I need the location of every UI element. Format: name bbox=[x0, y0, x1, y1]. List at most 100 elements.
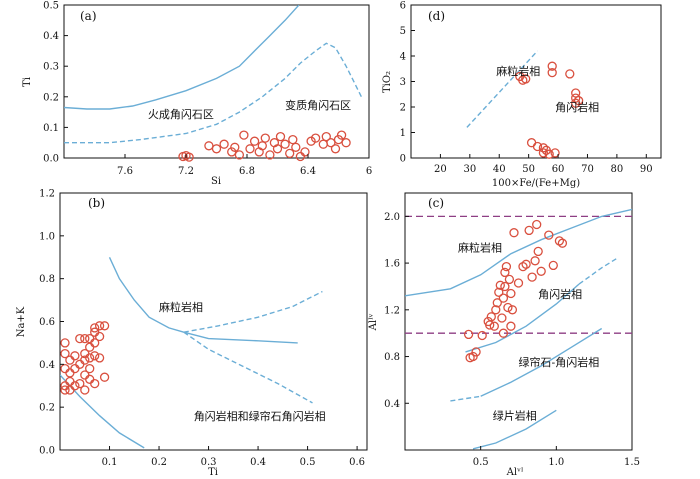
panel-c-point-20 bbox=[507, 305, 518, 315]
panel-a-point-8 bbox=[239, 130, 249, 140]
panel-a-point-3 bbox=[204, 141, 214, 151]
panel-c-point-4 bbox=[477, 330, 487, 341]
panel-c-point-14 bbox=[500, 281, 510, 292]
panel-c-label: (c) bbox=[428, 196, 444, 210]
panel-c-point-16 bbox=[501, 261, 512, 272]
panel-c-point-19 bbox=[506, 288, 516, 299]
panel-b-point-33 bbox=[65, 368, 75, 378]
panel-a-ylabel: Ti bbox=[22, 77, 33, 87]
panel-c-curve-0 bbox=[405, 208, 632, 297]
panel-a-ytick-label-2: 0.2 bbox=[43, 92, 59, 103]
panel-a-point-27 bbox=[321, 131, 331, 142]
panel-a-point-16 bbox=[272, 144, 283, 154]
panel-c-point-28 bbox=[532, 219, 542, 230]
panel-b-point-18 bbox=[85, 353, 95, 363]
panel-c-ytick-label-0: 0.4 bbox=[384, 399, 400, 410]
panel-c-curve-2 bbox=[578, 257, 618, 285]
panel-b-point-28 bbox=[99, 321, 110, 331]
panel-d-xtick-label-0: 20 bbox=[434, 164, 447, 175]
panel-c-ytick-label-3: 1.6 bbox=[384, 259, 400, 270]
panel-a-point-18 bbox=[280, 139, 290, 149]
panel-c-point-0 bbox=[463, 329, 474, 340]
panel-d-ylabel: TiO₂ bbox=[382, 71, 393, 93]
panel-c-point-27 bbox=[530, 256, 540, 266]
panel-a-frame bbox=[63, 4, 370, 159]
panel-d-label: (d) bbox=[428, 9, 445, 23]
panel-b-ytick-label-1: 0.2 bbox=[39, 403, 55, 414]
panel-a-ytick-label-5: 0.5 bbox=[43, 1, 59, 12]
panel-a-curve-1 bbox=[64, 42, 363, 144]
panel-b-point-31 bbox=[80, 385, 90, 395]
panel-a-point-29 bbox=[330, 144, 341, 154]
panel-a-xtick-label-4: 6 bbox=[366, 166, 372, 177]
panel-d-ytick-label-6: 6 bbox=[400, 1, 406, 12]
panel-c-point-26 bbox=[527, 272, 537, 282]
panel-d-frame bbox=[410, 4, 662, 159]
panel-c-region-label-3: 绿片岩相 bbox=[493, 409, 537, 423]
panel-d-region-label-1: 角闪岩相 bbox=[555, 100, 599, 114]
panel-c-point-13 bbox=[498, 293, 509, 303]
panel-c-curve-4 bbox=[480, 327, 603, 397]
panel-d-point-2 bbox=[521, 74, 531, 84]
panel-b-xtick-label-3: 0.4 bbox=[250, 457, 266, 468]
panel-b-curve-3 bbox=[183, 290, 323, 333]
panel-b-point-34 bbox=[90, 378, 100, 389]
panel-d-xtick-label-3: 50 bbox=[522, 164, 535, 175]
panel-b-point-26 bbox=[94, 331, 105, 342]
panel-a-xtick-label-2: 6.8 bbox=[239, 166, 255, 177]
panel-d-point-4 bbox=[547, 67, 557, 78]
panel-a-point-2 bbox=[184, 152, 194, 162]
panel-c-point-32 bbox=[548, 260, 558, 271]
panel-a-point-28 bbox=[326, 138, 336, 148]
panel-d-point-16 bbox=[573, 95, 584, 106]
panel-a-ytick-label-4: 0.4 bbox=[43, 31, 59, 42]
panel-a-xtick-label-1: 7.2 bbox=[178, 166, 194, 177]
panel-c-point-24 bbox=[521, 259, 531, 269]
panel-c-point-15 bbox=[500, 267, 510, 278]
panel-b-xtick-label-4: 0.5 bbox=[300, 457, 316, 468]
panel-a-point-22 bbox=[295, 151, 306, 162]
panel-a-xtick-label-3: 6.4 bbox=[300, 166, 316, 177]
panel-b-xtick-label-5: 0.6 bbox=[349, 457, 365, 468]
panel-a-label: (a) bbox=[80, 9, 97, 23]
panel-b-point-30 bbox=[85, 333, 95, 344]
panel-c-xtick-label-0: 0.5 bbox=[473, 457, 489, 468]
panel-b-ytick-label-3: 0.6 bbox=[39, 317, 55, 328]
panel-c-point-37 bbox=[489, 321, 499, 331]
panel-b-point-17 bbox=[85, 342, 95, 352]
panel-c-ylabel: Alᴵᵛ bbox=[368, 313, 379, 331]
panel-a-point-13 bbox=[260, 133, 270, 143]
panel-d-point-7 bbox=[532, 141, 543, 152]
panel-c-point-7 bbox=[486, 312, 496, 322]
panel-b-point-4 bbox=[60, 385, 70, 395]
panel-c-point-12 bbox=[497, 313, 507, 323]
panel-a-curve-0 bbox=[64, 5, 300, 110]
panel-d-point-8 bbox=[538, 143, 549, 153]
panel-d-xtick-label-4: 60 bbox=[552, 164, 565, 175]
panel-a-point-5 bbox=[219, 139, 229, 149]
panel-a-region-label-1: 变质角闪石区 bbox=[285, 98, 351, 112]
panel-d-xlabel: 100×Fe/(Fe+Mg) bbox=[492, 178, 580, 189]
panel-c-point-3 bbox=[471, 347, 481, 357]
panel-a-point-26 bbox=[318, 139, 328, 149]
panel-b-point-13 bbox=[80, 333, 90, 344]
panel-b-curve-2 bbox=[60, 374, 145, 449]
panel-c-aliv-alvi: 0.5 1.0 1.5 0.4 0.8 1.2 1.6 2.0 麻粒岩相角闪岩相绿帘石-角闪岩相… bbox=[368, 192, 640, 478]
panel-a-point-10 bbox=[249, 136, 260, 146]
panel-c-point-18 bbox=[504, 274, 515, 285]
panel-d-curve-0 bbox=[466, 50, 539, 128]
panel-c-curve-1 bbox=[465, 283, 580, 353]
panel-c-point-34 bbox=[557, 238, 568, 248]
panel-c-point-35 bbox=[506, 321, 516, 331]
panel-a-si-ti: 7.6 7.2 6.8 6.4 6 0.0 0.1 0.2 0.3 0.4 0.5 火成角闪石区 变质角… bbox=[22, 1, 372, 188]
panel-c-point-36 bbox=[498, 328, 509, 338]
panel-a-point-25 bbox=[310, 133, 321, 143]
panel-c-ytick-label-2: 1.2 bbox=[384, 305, 400, 316]
panel-d-ytick-label-1: 1 bbox=[400, 128, 406, 139]
panel-b-ytick-label-6: 1.2 bbox=[39, 189, 55, 200]
panel-d-ytick-label-4: 4 bbox=[400, 52, 406, 63]
panel-b-point-32 bbox=[75, 333, 85, 344]
panel-a-point-6 bbox=[227, 147, 237, 157]
